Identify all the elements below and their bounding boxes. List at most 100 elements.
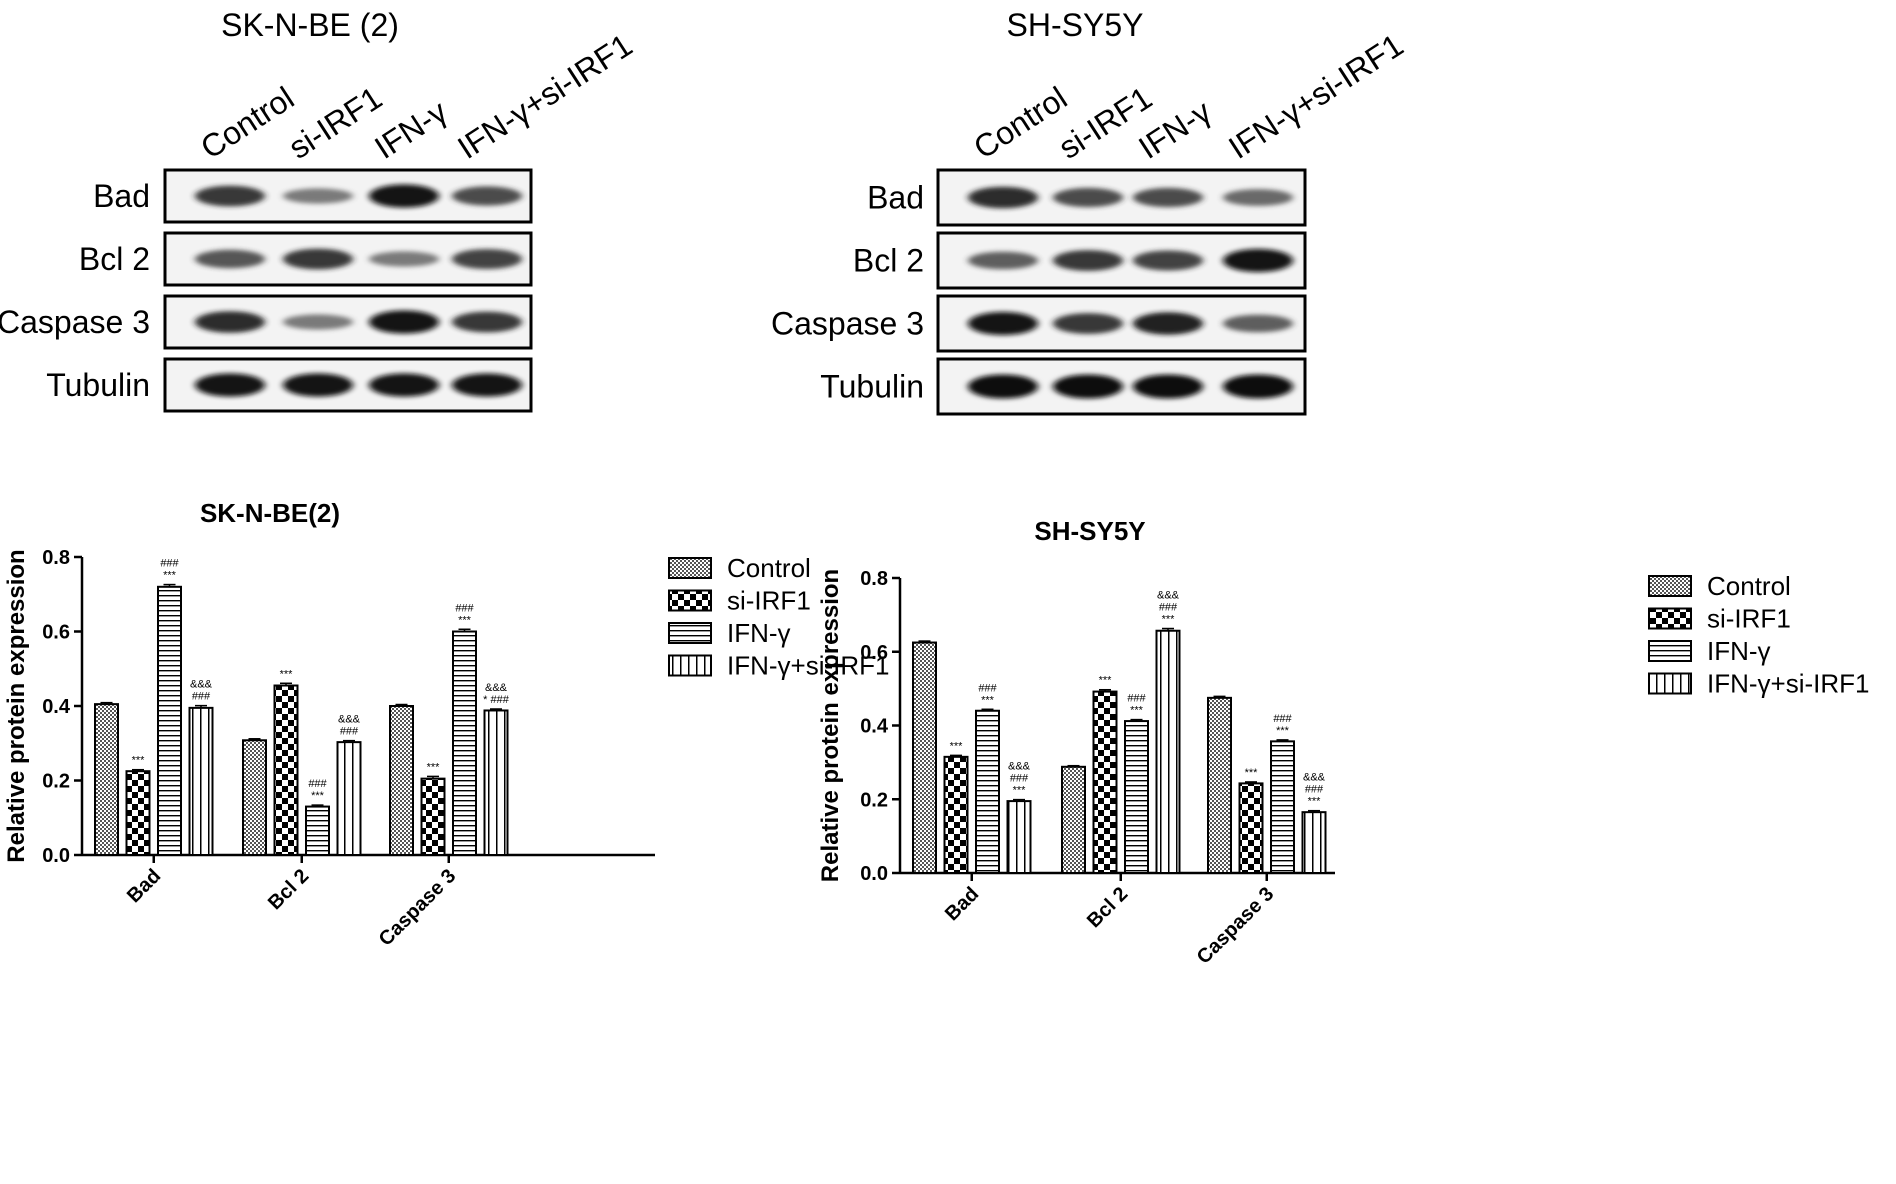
significance-label: ### — [1273, 713, 1292, 725]
blot-band — [283, 314, 353, 330]
significance-label: *** — [132, 755, 146, 767]
significance-label: ### — [1159, 602, 1178, 614]
blot-row-label: Bcl 2 — [79, 241, 150, 277]
y-axis-label: Relative protein expression — [817, 569, 844, 882]
significance-label: ### — [978, 682, 997, 694]
bar — [1092, 690, 1118, 875]
significance-label: *** — [1099, 675, 1113, 687]
blot-band — [195, 311, 265, 333]
legend-label: Control — [1707, 571, 1791, 601]
blot-row: Bad — [867, 168, 1307, 227]
blot-band — [968, 374, 1038, 399]
blot-band — [283, 188, 353, 204]
significance-label: ### — [1010, 773, 1029, 785]
y-tick-label: 0.2 — [42, 771, 70, 793]
significance-label: ### — [455, 602, 474, 614]
legend-label: IFN-γ — [1707, 636, 1771, 666]
significance-label: *** — [280, 668, 294, 680]
bar — [975, 709, 1000, 874]
lane-label: Control — [967, 79, 1073, 165]
blot-band — [968, 311, 1038, 336]
legend-swatch — [1648, 672, 1692, 695]
significance-label: &&& — [1157, 590, 1180, 602]
bar — [389, 705, 414, 856]
blot-row: Bcl 2 — [853, 231, 1307, 290]
bar — [1270, 740, 1295, 875]
y-tick-label: 0.6 — [860, 642, 888, 664]
bar — [1124, 720, 1149, 875]
legend-swatch — [668, 557, 712, 579]
blot-band — [369, 373, 439, 397]
lane-label: si-IRF1 — [282, 80, 388, 166]
legend-label: si-IRF1 — [727, 586, 811, 616]
significance-label: * ### — [483, 694, 510, 706]
blot-row-label: Caspase 3 — [0, 304, 150, 340]
bar — [1207, 696, 1232, 874]
bar — [420, 777, 446, 857]
significance-label: &&& — [338, 714, 361, 726]
bar — [188, 706, 214, 856]
x-category-label: Bad — [123, 865, 165, 907]
blot-band — [968, 251, 1038, 270]
x-category-label: Caspase 3 — [1193, 883, 1279, 969]
significance-label: *** — [458, 614, 472, 626]
significance-label: ### — [192, 691, 211, 703]
blot-band — [1133, 187, 1203, 208]
blot-band — [195, 373, 265, 397]
significance-label: *** — [1276, 725, 1290, 737]
legend-swatch — [668, 622, 712, 644]
significance-label: ### — [160, 558, 179, 570]
legend-label: Control — [727, 553, 811, 583]
y-tick-label: 0.4 — [860, 716, 889, 738]
blot-row-label: Tubulin — [820, 369, 924, 405]
blot-title: SH-SY5Y — [1007, 7, 1144, 43]
chart-title: SK-N-BE(2) — [200, 498, 340, 528]
bar — [273, 684, 299, 857]
blot-band — [1053, 250, 1123, 271]
blot-row-label: Bad — [93, 178, 150, 214]
significance-label: *** — [1013, 785, 1027, 797]
x-category-label: Bcl 2 — [1083, 883, 1132, 932]
blot-band — [1053, 187, 1123, 208]
blot-row-label: Tubulin — [46, 367, 150, 403]
blot-row: Bcl 2 — [79, 231, 533, 287]
legend-swatch — [668, 654, 712, 677]
significance-label: *** — [1245, 767, 1259, 779]
blot-band — [968, 186, 1038, 209]
blot-band — [452, 249, 522, 269]
significance-label: *** — [1162, 614, 1176, 626]
significance-label: *** — [1130, 705, 1144, 717]
blot-band — [1133, 312, 1203, 335]
lane-label: IFN-γ+si-IRF1 — [1222, 27, 1409, 166]
blot-band — [1223, 374, 1293, 399]
bar — [1238, 782, 1264, 874]
y-axis-label: Relative protein expression — [3, 549, 30, 862]
x-category-label: Caspase 3 — [375, 865, 461, 951]
blot-band — [1053, 374, 1123, 399]
western-blots: SK-N-BE (2)Controlsi-IRF1IFN-γIFN-γ+si-I… — [0, 7, 1410, 416]
y-tick-label: 0.4 — [42, 696, 71, 718]
blot-row-label: Bad — [867, 180, 924, 216]
bar — [336, 741, 362, 857]
legend-swatch — [1648, 575, 1692, 597]
significance-label: *** — [981, 694, 995, 706]
legend-label: IFN-γ+si-IRF1 — [1707, 669, 1870, 699]
y-tick-label: 0.6 — [42, 622, 70, 644]
blot-band — [283, 248, 353, 270]
blot-row: Bad — [93, 168, 533, 224]
bar — [157, 585, 182, 856]
blot-title: SK-N-BE (2) — [221, 7, 399, 43]
y-tick-label: 0.8 — [860, 568, 888, 590]
significance-label: ### — [340, 726, 359, 738]
y-tick-label: 0.2 — [860, 789, 888, 811]
bar — [452, 630, 477, 856]
chart-1: SH-SY5Y Relative protein expression 0.0 0.2… — [817, 516, 1870, 969]
significance-label: &&& — [485, 682, 508, 694]
chart-title: SH-SY5Y — [1034, 516, 1145, 546]
blot-row: Caspase 3 — [771, 294, 1307, 353]
legend-label: IFN-γ — [727, 618, 791, 648]
significance-label: *** — [1308, 796, 1322, 808]
blot-band — [195, 249, 265, 269]
